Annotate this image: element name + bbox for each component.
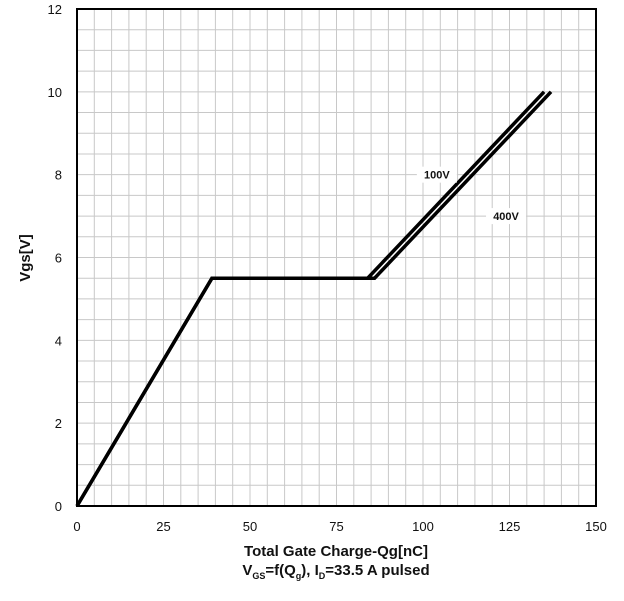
grid <box>77 9 596 506</box>
subtitle-eq: =f(Q <box>265 562 296 579</box>
subtitle-v-sub: GS <box>252 571 266 581</box>
subtitle-tail: =33.5 A pulsed <box>325 562 430 579</box>
y-tick-label: 10 <box>48 85 62 100</box>
series-label-bg <box>416 166 457 183</box>
series-label-bg <box>486 208 527 225</box>
y-axis-ticks: 0 2 4 6 8 10 12 <box>48 2 62 514</box>
series-line-400v <box>75 90 553 507</box>
series-labels: 100V 400V <box>416 166 527 225</box>
x-tick-label: 50 <box>243 519 257 534</box>
x-tick-label: 75 <box>329 519 343 534</box>
series-label-400v: 400V <box>493 211 519 223</box>
subtitle-q-sub: g <box>295 571 302 581</box>
chart-subtitle: VGS=f(Qg), ID=33.5 A pulsed <box>0 562 624 581</box>
y-tick-label: 0 <box>55 499 62 514</box>
y-tick-label: 2 <box>55 416 62 431</box>
series-lines <box>75 90 553 507</box>
y-tick-label: 8 <box>55 168 62 183</box>
x-tick-label: 125 <box>499 519 521 534</box>
y-tick-label: 4 <box>55 333 62 348</box>
x-axis-title: Total Gate Charge-Qg[nC] <box>244 543 428 560</box>
y-tick-label: 12 <box>48 2 62 17</box>
x-tick-label: 0 <box>73 519 80 534</box>
subtitle-v: V <box>242 562 253 579</box>
y-tick-label: 6 <box>55 251 62 266</box>
series-label-100v: 100V <box>424 170 450 182</box>
x-tick-label: 100 <box>412 519 434 534</box>
x-axis-ticks: 0 25 50 75 100 125 150 <box>73 519 606 534</box>
x-tick-label: 25 <box>156 519 170 534</box>
subtitle-mid: ), I <box>301 562 319 579</box>
subtitle-i-sub: D <box>318 571 326 581</box>
y-axis-title: Vgs[V] <box>17 234 34 282</box>
x-tick-label: 150 <box>585 519 607 534</box>
plot-frame <box>76 8 597 507</box>
